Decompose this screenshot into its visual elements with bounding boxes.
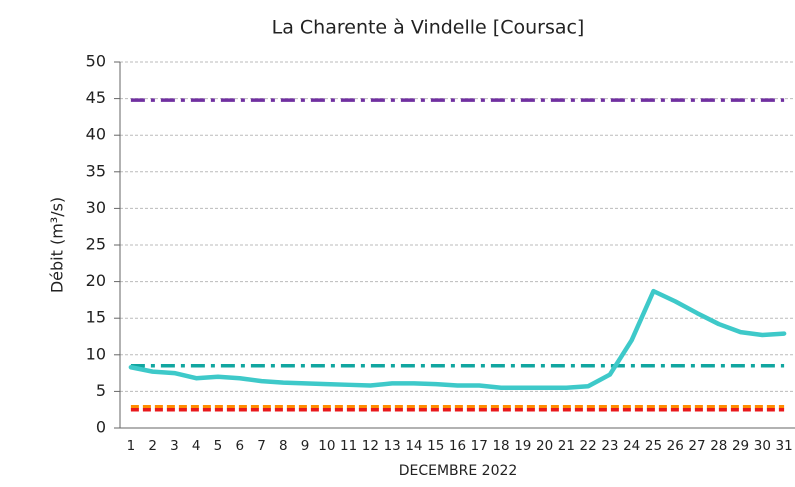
x-tick-label: 23 [601, 438, 618, 454]
x-tick-label: 9 [301, 438, 310, 454]
x-tick-label: 13 [384, 438, 401, 454]
x-tick-label: 14 [405, 438, 422, 454]
y-tick-label: 35 [86, 161, 106, 180]
x-tick-label: 10 [318, 438, 335, 454]
x-tick-label: 5 [214, 438, 223, 454]
x-tick-label: 17 [471, 438, 488, 454]
x-tick-label: 24 [623, 438, 640, 454]
y-tick-label: 15 [86, 308, 106, 327]
x-tick-label: 8 [279, 438, 288, 454]
y-tick-label: 10 [86, 344, 106, 363]
y-tick-label: 25 [86, 235, 106, 254]
y-tick-label: 0 [96, 418, 106, 437]
chart-title: La Charente à Vindelle [Coursac] [272, 17, 585, 39]
x-tick-label: 1 [127, 438, 136, 454]
x-tick-label: 31 [776, 438, 793, 454]
x-tick-label: 2 [148, 438, 157, 454]
y-tick-label: 5 [96, 381, 106, 400]
y-tick-label: 40 [86, 125, 106, 144]
x-tick-label: 27 [688, 438, 705, 454]
data-line [128, 288, 787, 390]
y-tick-label: 50 [86, 52, 106, 71]
x-tick-label: 30 [754, 438, 771, 454]
x-tick-label: 15 [427, 438, 444, 454]
y-tick-label: 20 [86, 271, 106, 290]
x-tick-label: 20 [536, 438, 553, 454]
x-tick-label: 18 [492, 438, 509, 454]
x-tick-label: 25 [645, 438, 662, 454]
x-tick-label: 26 [667, 438, 684, 454]
x-tick-label: 12 [362, 438, 379, 454]
x-tick-label: 21 [558, 438, 575, 454]
x-tick-label: 19 [514, 438, 531, 454]
x-tick-label: 3 [170, 438, 179, 454]
y-tick-label: 30 [86, 198, 106, 217]
y-axis-label: Débit (m³/s) [48, 197, 67, 293]
x-tick-label: 29 [732, 438, 749, 454]
x-tick-label: 4 [192, 438, 201, 454]
x-tick-label: 7 [257, 438, 266, 454]
x-tick-label: 22 [580, 438, 597, 454]
y-tick-label: 45 [86, 88, 106, 107]
x-tick-label: 16 [449, 438, 466, 454]
x-tick-label: 11 [340, 438, 357, 454]
x-tick-label: 28 [710, 438, 727, 454]
x-tick-label: 6 [235, 438, 244, 454]
x-axis-label: DECEMBRE 2022 [399, 463, 518, 479]
